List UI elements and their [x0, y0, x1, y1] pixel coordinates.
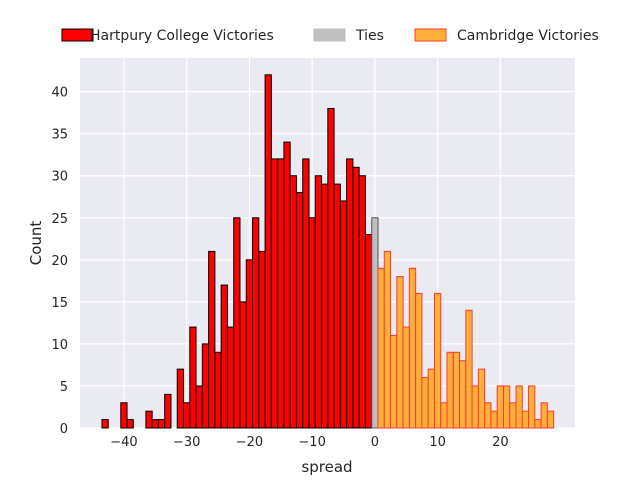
histogram-bar — [289, 175, 297, 429]
histogram-bar — [408, 267, 417, 429]
histogram-bar — [120, 402, 128, 429]
y-tick-label: 40 — [51, 86, 68, 101]
histogram-bar — [327, 107, 335, 429]
histogram-bar — [233, 217, 241, 429]
histogram-bar — [126, 419, 134, 429]
histogram-bar — [546, 410, 555, 429]
histogram-bar — [277, 158, 285, 429]
histogram-bar — [270, 158, 279, 429]
legend-label: Cambridge Victories — [457, 28, 599, 44]
histogram-bar — [264, 74, 272, 429]
histogram-bar — [214, 351, 222, 429]
legend-swatch — [414, 28, 447, 42]
histogram-bar — [258, 250, 266, 429]
histogram-bar — [245, 259, 254, 429]
y-tick-label: 35 — [51, 128, 68, 143]
histogram-bar — [308, 217, 316, 429]
histogram-bar — [452, 351, 461, 429]
histogram-bar — [195, 385, 203, 429]
histogram-bar — [283, 141, 291, 429]
histogram-bar — [252, 217, 260, 429]
histogram-bar — [490, 410, 498, 429]
histogram-bar — [157, 419, 166, 429]
y-tick-labels: 0 5 10 15 20 25 30 35 40 — [51, 86, 68, 437]
histogram-bar — [321, 183, 329, 429]
histogram-bar — [358, 175, 366, 429]
x-tick-label: 20 — [492, 435, 509, 450]
histogram-bar — [352, 166, 360, 429]
histogram-bar — [402, 326, 410, 429]
histogram-bar — [415, 292, 423, 429]
histogram-bar — [189, 326, 197, 429]
histogram-bar — [396, 276, 404, 429]
histogram-bar — [534, 419, 542, 429]
histogram-bar — [421, 377, 429, 429]
histogram-bar — [333, 183, 341, 429]
histogram-bar — [208, 250, 216, 429]
histogram-bar — [540, 402, 548, 429]
histogram-bar — [302, 158, 310, 429]
x-tick-label: −40 — [110, 435, 137, 450]
legend: Hartpury College Victories Ties Cambridge … — [61, 28, 599, 44]
x-tick-label: −30 — [173, 435, 200, 450]
histogram-bar — [471, 385, 479, 429]
histogram-bar — [201, 343, 210, 429]
histogram-bar — [509, 402, 517, 429]
y-tick-label: 10 — [51, 338, 68, 353]
x-tick-label: 0 — [371, 435, 379, 450]
histogram-bar — [477, 368, 486, 429]
y-tick-label: 25 — [51, 212, 68, 227]
histogram-bar — [151, 419, 159, 429]
histogram-bar — [377, 267, 385, 429]
histogram-bar — [528, 385, 536, 429]
x-axis-label: spread — [301, 458, 352, 476]
histogram-bar — [346, 158, 354, 429]
histogram-bar — [465, 309, 473, 429]
x-tick-label: −20 — [236, 435, 263, 450]
histogram-bar — [101, 419, 109, 429]
histogram-bar — [339, 200, 348, 429]
histogram-bar — [390, 335, 398, 429]
y-tick-label: 15 — [51, 296, 68, 311]
histogram-bar — [183, 402, 191, 429]
legend-swatch — [313, 28, 346, 42]
histogram-bar — [433, 292, 442, 429]
y-tick-label: 5 — [60, 380, 68, 395]
histogram-bar — [427, 368, 435, 429]
histogram-bar — [502, 385, 511, 429]
histogram-bar — [371, 217, 379, 429]
legend-label: Hartpury College Victories — [90, 28, 274, 44]
histogram-bar — [295, 192, 304, 429]
legend-swatch — [61, 28, 94, 42]
x-tick-label: −10 — [298, 435, 325, 450]
histogram-bar — [176, 368, 185, 429]
histogram-bar — [496, 385, 504, 429]
legend-label: Ties — [355, 28, 384, 44]
histogram-bar — [226, 326, 235, 429]
histogram-bar — [364, 234, 373, 429]
histogram-bar — [521, 410, 530, 429]
histogram-bar — [383, 250, 392, 429]
histogram-bar — [314, 175, 323, 429]
bars — [101, 74, 555, 429]
y-tick-label: 0 — [60, 422, 68, 437]
histogram-bar — [145, 410, 153, 429]
histogram-bar — [164, 393, 172, 429]
histogram-bar — [484, 402, 492, 429]
y-axis-label: Count — [27, 221, 45, 266]
histogram-bar — [440, 402, 448, 429]
histogram-bar — [239, 301, 247, 429]
histogram-bar — [220, 284, 228, 429]
x-tick-label: 10 — [429, 435, 446, 450]
histogram-bar — [459, 360, 467, 429]
histogram-bar — [515, 385, 523, 429]
y-tick-label: 20 — [51, 254, 68, 269]
histogram-bar — [446, 351, 454, 429]
y-tick-label: 30 — [51, 170, 68, 185]
x-tick-labels: −40 −30 −20 −10 0 10 20 — [110, 435, 508, 450]
